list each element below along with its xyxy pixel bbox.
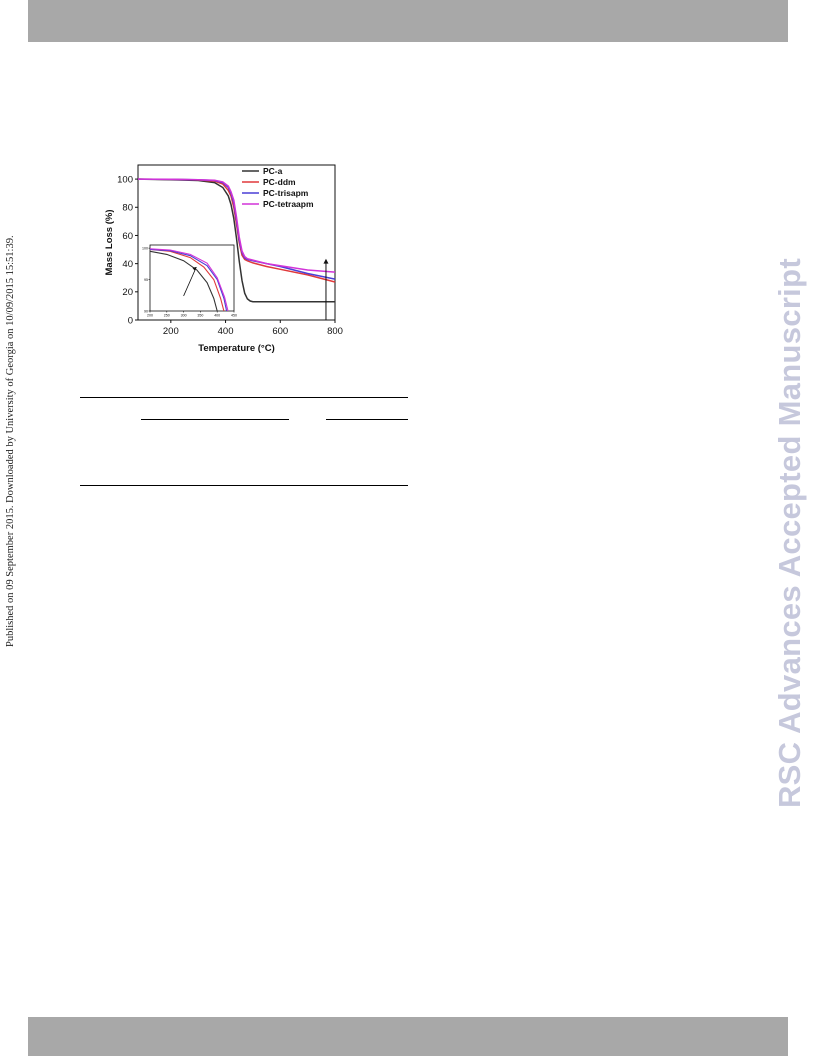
tga-figure: 200 400 600 800 0 20 40 60 80 100 Temperature (°C)… [100, 158, 350, 358]
footer-band [28, 1017, 788, 1056]
x-axis-label: Temperature (°C) [198, 343, 274, 354]
inset-series-line-PC-trisapm [150, 248, 228, 311]
inset-arrow-head [192, 267, 197, 271]
plot-frame [137, 164, 336, 321]
inset-series-line-PC-a [150, 250, 218, 311]
legend-label: PC-a [263, 166, 283, 176]
header-band [28, 0, 788, 42]
tga-chart: 200 400 600 800 0 20 40 60 80 100 Temperature (°C)… [104, 164, 343, 354]
inset-x-tick-label: 300 [181, 314, 187, 318]
series-line-PC-a [137, 178, 335, 303]
trend-arrow-head [323, 258, 329, 264]
inset-arrow-shaft [183, 266, 197, 297]
legend-label: PC-tetraapm [263, 199, 314, 209]
legend-label: PC-ddm [263, 177, 296, 187]
inset-y-tick-label: 95 [144, 278, 148, 282]
x-tick-label: 600 [272, 326, 288, 337]
x-tick-label: 800 [327, 326, 343, 337]
inset-frame [149, 244, 235, 312]
table-group-rule-left [141, 419, 289, 420]
x-tick-label: 400 [218, 326, 234, 337]
inset-x-tick-label: 400 [214, 314, 220, 318]
y-tick-label: 40 [122, 259, 133, 270]
inset-x-tick-label: 200 [147, 314, 153, 318]
y-tick-label: 80 [122, 203, 133, 214]
table-bottom-rule [80, 485, 408, 486]
watermark-text: RSC Advances Accepted Manuscript [772, 258, 807, 808]
y-tick-label: 100 [117, 174, 133, 185]
inset-x-tick-label: 350 [197, 314, 203, 318]
y-axis-label: Mass Loss (%) [104, 210, 115, 276]
series-line-PC-tetraapm [137, 178, 336, 273]
inset-x-tick-label: 250 [164, 314, 170, 318]
inset-x-tick-label: 450 [231, 314, 237, 318]
inset-series-line-PC-tetraapm [150, 248, 229, 311]
inset-y-tick-label: 100 [142, 247, 148, 251]
inset-y-tick-label: 90 [144, 310, 148, 314]
legend-label: PC-trisapm [263, 188, 309, 198]
publication-note-text: Published on 09 September 2015. Download… [5, 235, 16, 647]
table-group-rule-right [326, 419, 408, 420]
table-top-rule [80, 397, 408, 398]
inset-series-line-PC-ddm [150, 248, 225, 311]
x-tick-label: 200 [163, 326, 179, 337]
y-tick-label: 0 [128, 315, 133, 326]
y-tick-label: 20 [122, 287, 133, 298]
y-tick-label: 60 [122, 231, 133, 242]
